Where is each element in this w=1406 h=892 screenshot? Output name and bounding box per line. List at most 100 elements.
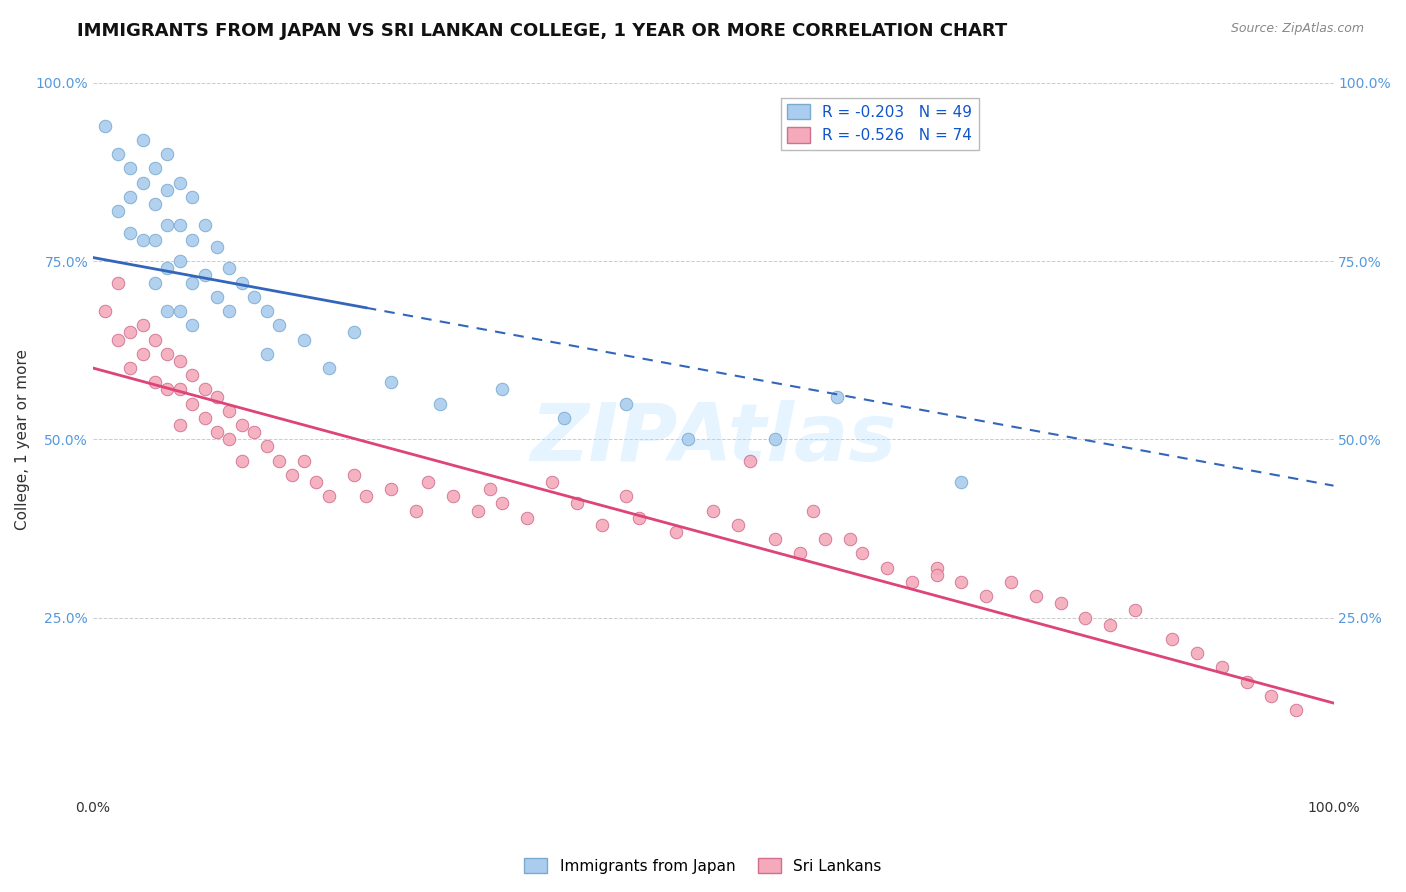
Point bbox=[256, 304, 278, 318]
Point bbox=[143, 276, 166, 290]
Point bbox=[205, 290, 228, 304]
Point bbox=[107, 276, 129, 290]
Point bbox=[342, 467, 364, 482]
Point bbox=[974, 589, 997, 603]
Point bbox=[491, 383, 513, 397]
Point bbox=[565, 496, 588, 510]
Point bbox=[1049, 596, 1071, 610]
Point bbox=[143, 376, 166, 390]
Point bbox=[727, 517, 749, 532]
Text: IMMIGRANTS FROM JAPAN VS SRI LANKAN COLLEGE, 1 YEAR OR MORE CORRELATION CHART: IMMIGRANTS FROM JAPAN VS SRI LANKAN COLL… bbox=[77, 22, 1008, 40]
Point bbox=[156, 383, 179, 397]
Y-axis label: College, 1 year or more: College, 1 year or more bbox=[15, 349, 30, 530]
Point bbox=[763, 433, 786, 447]
Point bbox=[218, 404, 240, 418]
Point bbox=[156, 261, 179, 276]
Point bbox=[616, 397, 638, 411]
Point bbox=[156, 347, 179, 361]
Point bbox=[429, 397, 451, 411]
Point bbox=[1074, 610, 1097, 624]
Legend: R = -0.203   N = 49, R = -0.526   N = 74: R = -0.203 N = 49, R = -0.526 N = 74 bbox=[782, 98, 979, 150]
Point bbox=[318, 361, 340, 376]
Point bbox=[1185, 646, 1208, 660]
Point bbox=[169, 304, 191, 318]
Point bbox=[131, 133, 153, 147]
Point bbox=[120, 226, 142, 240]
Point bbox=[94, 304, 117, 318]
Point bbox=[416, 475, 439, 489]
Point bbox=[194, 268, 217, 283]
Point bbox=[467, 503, 489, 517]
Point bbox=[256, 440, 278, 454]
Point bbox=[665, 524, 688, 539]
Point bbox=[441, 489, 464, 503]
Point bbox=[851, 546, 873, 560]
Point bbox=[169, 354, 191, 368]
Point bbox=[380, 482, 402, 496]
Point bbox=[169, 383, 191, 397]
Point bbox=[94, 119, 117, 133]
Point bbox=[143, 197, 166, 211]
Point bbox=[1260, 689, 1282, 703]
Point bbox=[205, 425, 228, 440]
Point bbox=[169, 176, 191, 190]
Point bbox=[479, 482, 502, 496]
Point bbox=[218, 304, 240, 318]
Point bbox=[491, 496, 513, 510]
Point bbox=[292, 453, 315, 467]
Point bbox=[1025, 589, 1047, 603]
Point bbox=[269, 318, 291, 333]
Point bbox=[205, 390, 228, 404]
Point bbox=[1099, 617, 1122, 632]
Point bbox=[318, 489, 340, 503]
Point bbox=[1211, 660, 1233, 674]
Point bbox=[405, 503, 427, 517]
Point bbox=[169, 418, 191, 433]
Point bbox=[591, 517, 613, 532]
Point bbox=[876, 560, 898, 574]
Point bbox=[181, 397, 204, 411]
Point bbox=[181, 276, 204, 290]
Point bbox=[181, 190, 204, 204]
Point bbox=[194, 411, 217, 425]
Point bbox=[740, 453, 762, 467]
Point bbox=[131, 318, 153, 333]
Point bbox=[838, 532, 860, 546]
Point bbox=[925, 560, 948, 574]
Point bbox=[763, 532, 786, 546]
Point bbox=[231, 418, 253, 433]
Point bbox=[205, 240, 228, 254]
Point bbox=[900, 574, 922, 589]
Point bbox=[120, 161, 142, 176]
Point bbox=[120, 326, 142, 340]
Point bbox=[243, 290, 266, 304]
Point bbox=[156, 183, 179, 197]
Point bbox=[156, 304, 179, 318]
Legend: Immigrants from Japan, Sri Lankans: Immigrants from Japan, Sri Lankans bbox=[519, 852, 887, 880]
Point bbox=[231, 276, 253, 290]
Point bbox=[380, 376, 402, 390]
Point bbox=[1000, 574, 1022, 589]
Point bbox=[280, 467, 302, 482]
Point bbox=[218, 261, 240, 276]
Point bbox=[827, 390, 849, 404]
Point bbox=[169, 219, 191, 233]
Point bbox=[131, 176, 153, 190]
Point bbox=[702, 503, 724, 517]
Point bbox=[292, 333, 315, 347]
Point bbox=[143, 233, 166, 247]
Point bbox=[120, 190, 142, 204]
Text: Source: ZipAtlas.com: Source: ZipAtlas.com bbox=[1230, 22, 1364, 36]
Point bbox=[156, 147, 179, 161]
Point bbox=[1161, 632, 1184, 646]
Point bbox=[814, 532, 837, 546]
Point bbox=[627, 510, 650, 524]
Point bbox=[120, 361, 142, 376]
Point bbox=[194, 383, 217, 397]
Text: ZIPAtlas: ZIPAtlas bbox=[530, 401, 897, 478]
Point bbox=[131, 233, 153, 247]
Point bbox=[789, 546, 811, 560]
Point bbox=[256, 347, 278, 361]
Point bbox=[107, 333, 129, 347]
Point bbox=[181, 368, 204, 383]
